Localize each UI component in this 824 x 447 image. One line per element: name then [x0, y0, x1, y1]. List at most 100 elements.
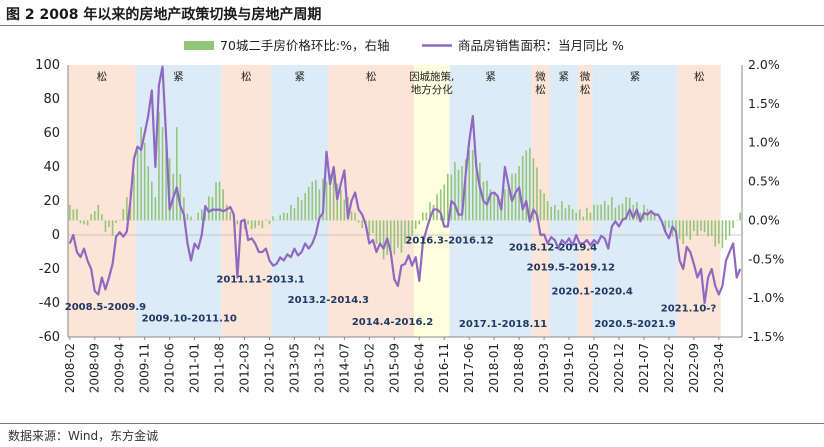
- band-label-3: 紧: [295, 71, 306, 83]
- bar-132: [539, 189, 542, 221]
- band-label-6: 紧: [485, 71, 496, 83]
- bar-144: [582, 216, 585, 221]
- bar-15: [122, 208, 125, 221]
- x-tick-26: 2023-04: [712, 343, 726, 393]
- bar-167: [664, 220, 667, 232]
- policy-band-2: [221, 65, 272, 337]
- bar-32: [183, 197, 185, 221]
- bar-156: [625, 197, 627, 221]
- x-tick-12: 2015-02: [362, 343, 376, 393]
- period-annotation-4: 2014.4-2016.2: [352, 317, 433, 328]
- bar-152: [611, 197, 613, 221]
- bar-70: [318, 189, 321, 221]
- bar-128: [525, 150, 528, 221]
- bar-186: [732, 220, 734, 229]
- bar-129: [529, 147, 531, 221]
- x-tick-21: 2020-05: [587, 343, 601, 393]
- bar-69: [315, 179, 317, 221]
- axis-labels: 100 80 60 40 20 0 -20 -40 -60 2.0% 1.5% 1.0% 0.5% 0.0…: [35, 57, 784, 393]
- legend-bar-label: 70城二手房价格环比:%，右轴: [220, 38, 390, 53]
- bar-73: [329, 174, 331, 221]
- bar-81: [357, 220, 360, 223]
- policy-band-11: [677, 65, 721, 337]
- bar-184: [725, 220, 727, 240]
- period-annotation-1: 2009.10-2011.10: [142, 314, 237, 325]
- bar-160: [639, 212, 642, 221]
- bar-72: [325, 181, 328, 221]
- left-tick-2: 60: [43, 126, 60, 141]
- bar-175: [693, 220, 695, 232]
- band-label-7-0: 微: [535, 70, 546, 83]
- bar-170: [675, 220, 677, 236]
- bar-31: [179, 173, 182, 221]
- x-tick-24: 2022-02: [662, 343, 676, 393]
- bar-176: [696, 220, 699, 236]
- period-annotation-3: 2013.2-2014.3: [288, 295, 369, 306]
- x-tick-11: 2014-07: [337, 343, 351, 393]
- bar-145: [586, 207, 588, 221]
- bar-37: [200, 209, 203, 221]
- x-tick-14: 2016-04: [412, 343, 426, 393]
- bar-60: [282, 212, 285, 221]
- bar-137: [557, 209, 560, 221]
- bar-84: [368, 220, 371, 236]
- x-tick-20: 2019-10: [562, 343, 576, 393]
- bar-102: [432, 204, 435, 221]
- legend-bar-swatch: [184, 41, 214, 50]
- bar-series: [68, 111, 742, 260]
- bar-155: [621, 203, 624, 221]
- bar-66: [304, 193, 306, 221]
- bar-163: [650, 209, 652, 221]
- bar-119: [493, 193, 495, 221]
- bar-118: [489, 189, 492, 221]
- bar-21: [143, 142, 146, 221]
- bar-134: [546, 201, 549, 221]
- bar-106: [447, 173, 449, 221]
- bar-59: [279, 215, 281, 221]
- bar-62: [290, 204, 292, 221]
- bar-0: [68, 204, 71, 221]
- bar-142: [575, 212, 577, 221]
- x-tick-5: 2011-01: [188, 343, 202, 393]
- bar-18: [133, 173, 135, 221]
- bar-3: [79, 220, 82, 224]
- bar-65: [300, 200, 303, 221]
- policy-band-4: [328, 65, 414, 337]
- bar-93: [400, 220, 403, 253]
- right-tick-1: 1.5%: [748, 96, 780, 111]
- period-annotation-7: 2018.12-2019.4: [509, 242, 597, 253]
- bar-183: [721, 220, 724, 249]
- bar-35: [193, 220, 196, 221]
- sales-area-line: [68, 65, 742, 305]
- bar-103: [436, 194, 438, 221]
- bar-130: [532, 158, 535, 221]
- left-tick-8: -60: [39, 330, 60, 345]
- bar-138: [561, 201, 563, 221]
- bar-20: [140, 127, 142, 221]
- bar-77: [343, 199, 346, 221]
- bar-112: [468, 150, 470, 221]
- band-label-0: 松: [97, 70, 108, 83]
- bar-80: [354, 212, 356, 221]
- bar-33: [186, 213, 189, 221]
- bar-94: [404, 220, 406, 244]
- bar-24: [154, 197, 157, 221]
- policy-band-0: [68, 65, 136, 337]
- right-tick-7: -1.5%: [748, 329, 784, 344]
- bar-42: [218, 181, 221, 221]
- bar-141: [571, 208, 574, 221]
- bar-50: [247, 220, 249, 225]
- bar-8: [97, 204, 100, 221]
- bar-64: [297, 197, 299, 221]
- bar-177: [700, 220, 702, 231]
- bar-146: [589, 212, 592, 221]
- bar-151: [607, 205, 610, 221]
- bar-13: [115, 220, 117, 224]
- bar-79: [350, 211, 353, 221]
- bar-185: [728, 220, 731, 236]
- bar-19: [136, 150, 139, 221]
- source-note: 数据来源：Wind，东方金诚: [8, 429, 159, 443]
- bar-74: [332, 173, 335, 221]
- band-label-4: 松: [366, 70, 377, 83]
